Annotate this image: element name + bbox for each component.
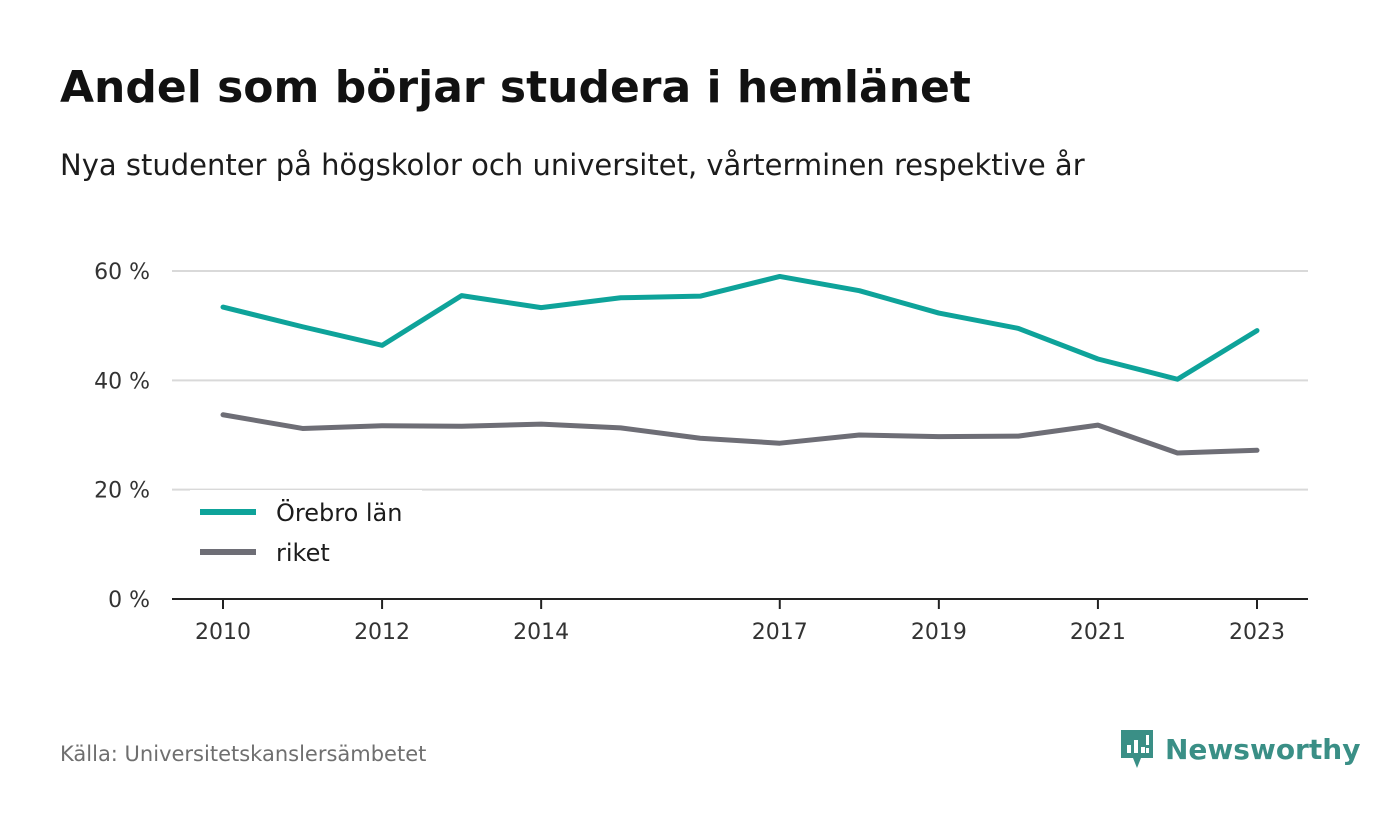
x-tick-label: 2023: [1229, 620, 1285, 645]
chart-subtitle: Nya studenter på högskolor och universit…: [60, 148, 1085, 182]
y-tick-label: 60 %: [94, 260, 150, 285]
newsworthy-logo-icon: [1121, 730, 1153, 768]
series-line: [220, 412, 1260, 456]
y-axis-ticks: 0 % 20 % 40 % 60 %: [94, 260, 150, 613]
line-chart: 0 % 20 % 40 % 60 % 2010 2012 2014 2017 2019 2021…: [94, 260, 1308, 645]
series-line: [220, 273, 1260, 382]
source-note: Källa: Universitetskanslersämbetet: [60, 742, 427, 766]
x-tick-label: 2014: [513, 620, 569, 645]
chart-title: Andel som börjar studera i hemlänet: [60, 62, 971, 113]
legend-background: [190, 490, 422, 578]
y-tick-label: 40 %: [94, 369, 150, 394]
x-tick-label: 2019: [911, 620, 967, 645]
x-tick-label: 2012: [354, 620, 410, 645]
legend-label: riket: [276, 539, 330, 567]
x-axis: 2010 2012 2014 2017 2019 2021 2023: [172, 598, 1308, 645]
y-tick-label: 20 %: [94, 479, 150, 504]
y-tick-label: 0 %: [108, 588, 150, 613]
x-tick-label: 2017: [752, 620, 808, 645]
grid-lines: [172, 270, 1308, 491]
legend: Örebro län riket: [190, 490, 422, 578]
x-tick-label: 2010: [195, 620, 251, 645]
brand-logo: Newsworthy: [1119, 728, 1360, 770]
series-lines: [220, 273, 1260, 456]
brand-name: Newsworthy: [1165, 732, 1361, 766]
x-tick-label: 2021: [1070, 620, 1126, 645]
legend-label: Örebro län: [276, 498, 402, 527]
